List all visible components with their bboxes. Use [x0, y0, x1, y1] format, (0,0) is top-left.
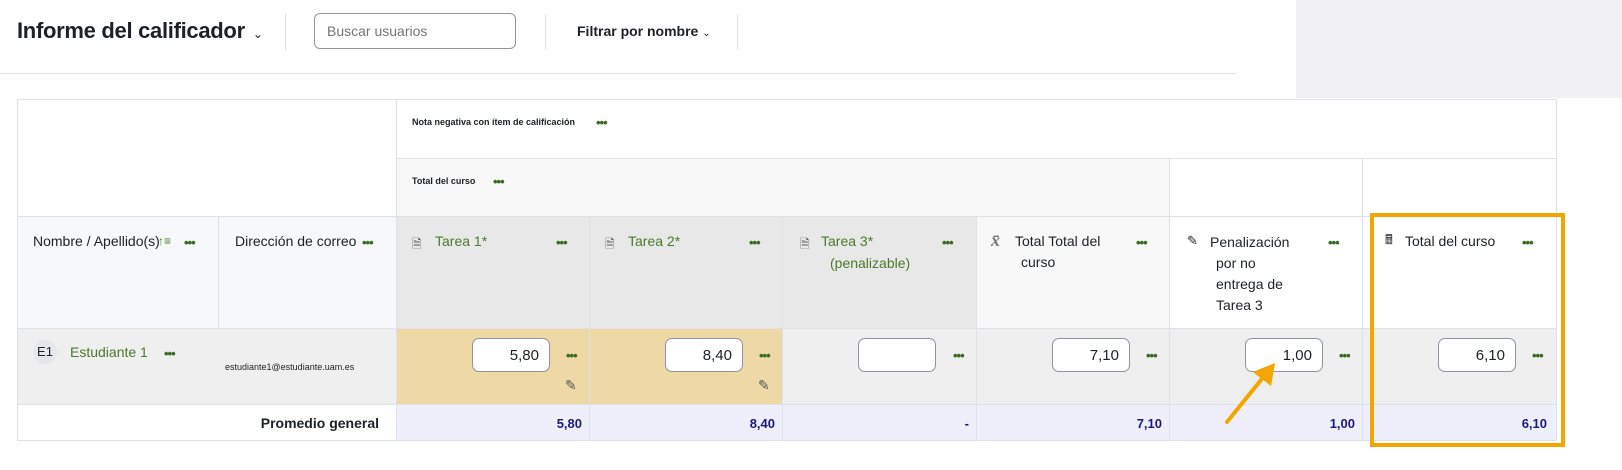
overridden-icon: ✎ [758, 377, 770, 393]
more-icon[interactable]: ••• [1146, 348, 1158, 363]
more-icon[interactable]: ••• [759, 348, 771, 363]
column-label: por no [1216, 255, 1256, 271]
more-icon[interactable]: ••• [1136, 235, 1148, 250]
column-label: Total del curso [1405, 233, 1496, 249]
header-total-total[interactable]: x̄ Total Total del curso ••• [976, 216, 1170, 329]
average-label-cell: Promedio general [17, 404, 397, 441]
student-email: estudiante1@estudiante.uam.es [225, 362, 355, 372]
blank-header [1169, 158, 1363, 217]
more-icon[interactable]: ••• [164, 346, 176, 361]
category-header-total-del-curso: Total del curso ••• [396, 158, 1170, 217]
assignment-icon: 🗎 [605, 237, 615, 251]
more-icon[interactable]: ••• [749, 235, 761, 250]
column-label: Dirección de correo [235, 233, 357, 249]
grade-cell-tarea1: 5,80 ••• ✎ [396, 328, 590, 405]
chevron-down-icon: ⌄ [702, 28, 711, 39]
average-value: 5,80 [556, 416, 582, 431]
side-background [1296, 0, 1622, 98]
overridden-icon: ✎ [565, 377, 577, 393]
assignment-icon: 🗎 [412, 237, 422, 251]
grade-input[interactable]: 5,80 [472, 338, 550, 372]
average-value: 6,10 [1521, 416, 1547, 431]
student-name-link[interactable]: Estudiante 1 [70, 344, 148, 360]
header-tarea2[interactable]: 🗎 Tarea 2* ••• [589, 216, 783, 329]
grade-cell-total-total: 7,10 ••• [976, 328, 1170, 405]
column-label[interactable]: Tarea 2* [628, 233, 681, 249]
column-label[interactable]: Tarea 3* [821, 233, 874, 249]
average-value: - [964, 416, 969, 431]
grade-input[interactable]: 1,00 [1245, 338, 1323, 372]
grade-input[interactable]: 7,10 [1052, 338, 1130, 372]
header-email[interactable]: Dirección de correo ••• [218, 216, 397, 329]
page-title: Informe del calificador [17, 18, 245, 43]
more-icon[interactable]: ••• [1522, 235, 1534, 250]
column-label: Total Total del [1015, 233, 1101, 249]
header-course-total[interactable]: 🖩 Total del curso ••• [1362, 216, 1557, 329]
more-icon[interactable]: ••• [953, 348, 965, 363]
column-label: Penalización [1210, 234, 1290, 250]
header-penalizacion[interactable]: ✎ Penalización por no entrega de Tarea 3… [1169, 216, 1363, 329]
assignment-icon: 🗎 [800, 237, 810, 251]
average-cell: 5,80 [396, 404, 590, 441]
student-cell: E1 Estudiante 1 ••• estudiante1@estudian… [17, 328, 397, 405]
avatar: E1 [33, 340, 57, 364]
column-label[interactable]: Tarea 1* [435, 233, 488, 249]
more-icon[interactable]: ••• [942, 235, 954, 250]
header-tarea1[interactable]: 🗎 Tarea 1* ••• [396, 216, 590, 329]
average-cell: 6,10 [1362, 404, 1557, 441]
more-icon[interactable]: ••• [1532, 348, 1544, 363]
average-cell: 8,40 [589, 404, 783, 441]
grade-cell-course-total: 6,10 ••• [1362, 328, 1557, 405]
grade-cell-penalizacion: 1,00 ••• [1169, 328, 1363, 405]
blank-header [1362, 158, 1557, 217]
average-value: 1,00 [1329, 416, 1355, 431]
report-selector[interactable]: Informe del calificador ⌄ [17, 18, 263, 44]
average-value: 7,10 [1136, 416, 1162, 431]
divider [545, 14, 546, 50]
column-label: Nombre / Apellido(s) [33, 233, 160, 249]
column-label: curso [1021, 254, 1056, 270]
more-icon[interactable]: ••• [184, 235, 196, 250]
average-cell: 1,00 [1169, 404, 1363, 441]
highlight-box [1370, 213, 1565, 447]
more-icon[interactable]: ••• [362, 235, 374, 250]
more-icon[interactable]: ••• [1328, 235, 1340, 250]
blank-header [17, 99, 397, 217]
filter-label: Filtrar por nombre [577, 23, 699, 39]
divider [285, 14, 286, 50]
mean-icon: x̄ [991, 230, 1000, 250]
average-cell: 7,10 [976, 404, 1170, 441]
average-label: Promedio general [260, 415, 379, 431]
filter-by-name-button[interactable]: Filtrar por nombre ⌄ [577, 23, 711, 39]
more-icon[interactable]: ••• [1339, 348, 1351, 363]
category-label: Total del curso [412, 176, 476, 186]
annotation-arrow-icon [1225, 363, 1275, 424]
header-name[interactable]: Nombre / Apellido(s) ↑≡ ••• [17, 216, 219, 329]
chevron-down-icon: ⌄ [252, 27, 263, 41]
column-sublabel: (penalizable) [830, 255, 911, 271]
average-cell: - [782, 404, 977, 441]
category-label: Nota negativa con ítem de calificación [412, 117, 576, 127]
header-tarea3[interactable]: 🗎 Tarea 3* (penalizable) ••• [782, 216, 977, 329]
grade-input[interactable]: 8,40 [665, 338, 743, 372]
sort-icon[interactable]: ↑≡ [158, 234, 172, 248]
more-icon[interactable]: ••• [493, 174, 505, 189]
category-header-nota-negativa: Nota negativa con ítem de calificación •… [396, 99, 1557, 159]
grade-cell-tarea3: ••• [782, 328, 977, 405]
column-label: entrega de [1216, 276, 1283, 292]
grade-cell-tarea2: 8,40 ••• ✎ [589, 328, 783, 405]
more-icon[interactable]: ••• [596, 115, 608, 130]
grade-input[interactable] [858, 338, 936, 372]
search-users-input[interactable] [314, 13, 516, 49]
average-value: 8,40 [749, 416, 775, 431]
divider [737, 14, 738, 50]
more-icon[interactable]: ••• [566, 348, 578, 363]
grade-input[interactable]: 6,10 [1438, 338, 1516, 372]
column-label: Tarea 3 [1216, 297, 1263, 313]
more-icon[interactable]: ••• [556, 235, 568, 250]
divider [0, 73, 1236, 74]
edit-icon: ✎ [1187, 233, 1198, 248]
calculator-icon: 🖩 [1385, 232, 1393, 247]
